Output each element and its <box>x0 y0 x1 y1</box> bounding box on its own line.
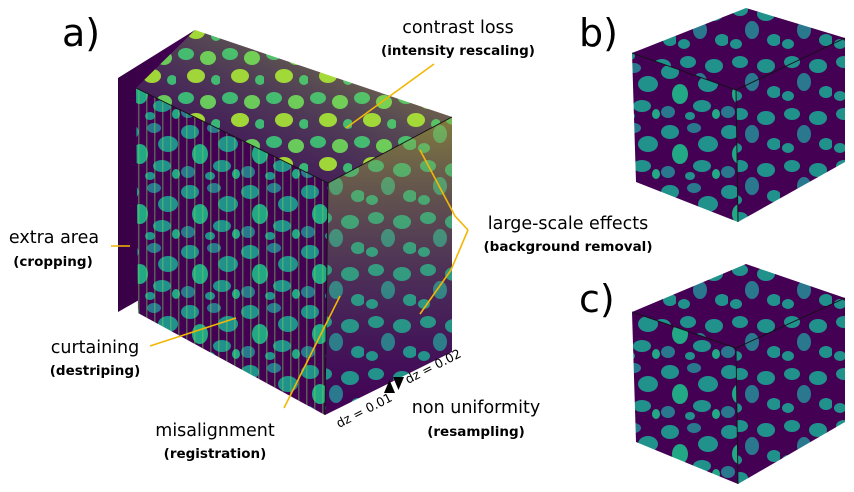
cube-c <box>631 264 846 485</box>
cube-c-top-face <box>632 264 845 348</box>
contrast-loss-method: (intensity rescaling) <box>381 43 535 59</box>
leader-misalignment <box>283 295 341 409</box>
curtaining-method: (destriping) <box>50 363 141 379</box>
contrast-loss-label: contrast loss <box>402 18 514 38</box>
leader-curtaining <box>149 317 237 347</box>
large-scale-method: (background removal) <box>484 239 653 255</box>
panel-label-c: c) <box>579 277 615 321</box>
cube-c-right-face <box>736 298 845 484</box>
cube-b-right-face <box>736 38 845 222</box>
cube-b <box>631 8 846 223</box>
panel-label-a: a) <box>62 11 100 55</box>
large-scale-label: large-scale effects <box>488 214 649 234</box>
leader-lines <box>111 63 469 409</box>
non-uniformity-method: (resampling) <box>427 424 525 440</box>
extra-area-method: (cropping) <box>13 254 93 270</box>
arrow-up-icon <box>384 380 395 393</box>
misalignment-label: misalignment <box>155 421 275 441</box>
arrow-down-icon <box>393 377 404 390</box>
non-uniformity-label: non uniformity <box>412 398 540 418</box>
curtaining-label: curtaining <box>51 338 140 358</box>
leader-large-scale-upper <box>419 149 469 231</box>
cube-b-front-face <box>632 53 738 222</box>
cube-a <box>118 30 453 416</box>
cube-b-top-face <box>632 8 845 90</box>
leader-contrast-loss <box>345 63 435 129</box>
misalignment-method: (registration) <box>164 446 267 462</box>
panel-label-b: b) <box>579 11 618 55</box>
cube-c-front-face <box>632 312 738 484</box>
leader-large-scale-lower <box>419 229 469 315</box>
slice-spacing-arrows <box>384 377 404 393</box>
extra-area-label: extra area <box>9 228 99 248</box>
